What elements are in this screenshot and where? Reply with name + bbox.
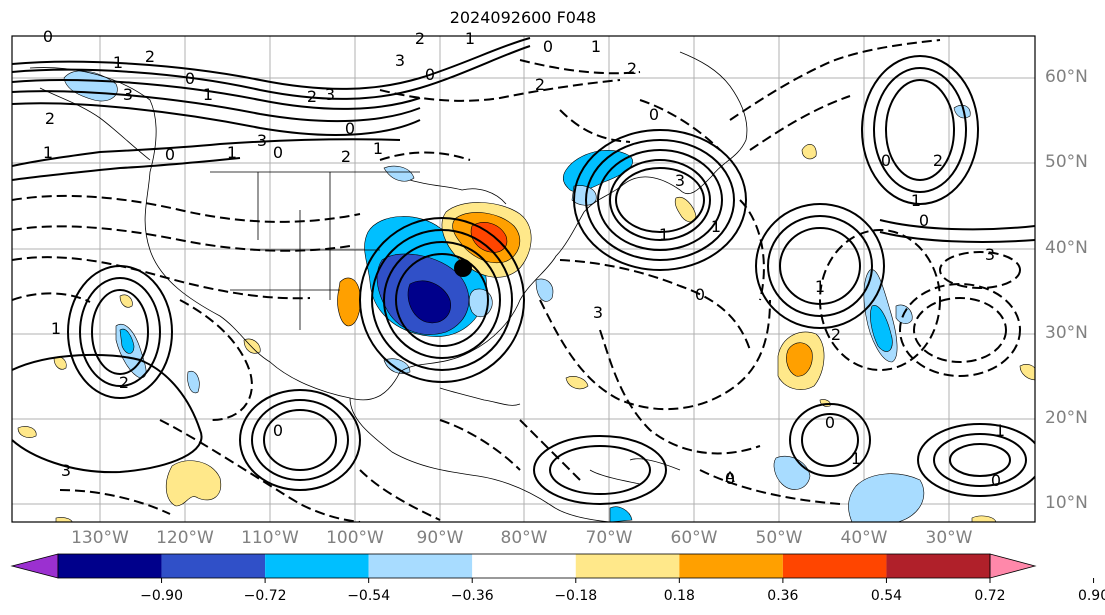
contour-label: 0 bbox=[425, 65, 435, 84]
contour-label: 0 bbox=[919, 211, 929, 230]
contour-label: 1 bbox=[995, 421, 1005, 440]
contour-label: 1 bbox=[591, 37, 601, 56]
latitude-label: 30°N bbox=[1045, 323, 1088, 343]
colorbar-segment bbox=[886, 554, 990, 578]
contour-label: 1 bbox=[911, 191, 921, 210]
longitude-label: 50°W bbox=[755, 528, 803, 548]
colorbar-segment bbox=[265, 554, 369, 578]
contour-label: 0 bbox=[185, 69, 195, 88]
longitude-label: 130°W bbox=[71, 528, 129, 548]
contour-label: 2 bbox=[341, 147, 351, 166]
contour-label: 0 bbox=[825, 413, 835, 432]
colorbar-segment bbox=[472, 554, 576, 578]
contour-label: 3 bbox=[985, 245, 995, 264]
longitude-label: 80°W bbox=[500, 528, 548, 548]
colorbar-tick-label: 0.72 bbox=[974, 588, 1006, 604]
colorbar-outline bbox=[57, 553, 991, 579]
colorbar bbox=[10, 553, 1095, 583]
contour-label: 1 bbox=[815, 277, 825, 296]
shaded-anomalies bbox=[17, 70, 1035, 522]
storm-center-marker bbox=[454, 259, 472, 277]
contour-label: 2 bbox=[415, 29, 425, 48]
colorbar-tick-label: 0.90 bbox=[1077, 588, 1105, 604]
contour-label: 1 bbox=[43, 143, 53, 162]
longitude-label: 110°W bbox=[241, 528, 299, 548]
contour-label: 1 bbox=[711, 217, 721, 236]
contour-label: 0 bbox=[543, 37, 553, 56]
longitude-label: 70°W bbox=[585, 528, 633, 548]
longitude-label: 100°W bbox=[326, 528, 384, 548]
contour-label: 1 bbox=[51, 319, 61, 338]
contour-label: 0 bbox=[991, 471, 1001, 490]
contour-label: 2 bbox=[535, 75, 545, 94]
contour-label: 0 bbox=[695, 285, 705, 304]
contour-label: 1 bbox=[851, 449, 861, 468]
colorbar-tick-label: −0.54 bbox=[347, 588, 391, 604]
colorbar-tick-label: 0.18 bbox=[663, 588, 695, 604]
map-title: 2024092600 F048 bbox=[449, 8, 597, 27]
contour-label: 2 bbox=[45, 109, 55, 128]
contour-label: 1 bbox=[659, 225, 669, 244]
colorbar-segment bbox=[58, 554, 162, 578]
contour-label: 1 bbox=[113, 53, 123, 72]
contour-label: 1 bbox=[203, 85, 213, 104]
contour-label: 3 bbox=[61, 461, 71, 480]
longitude-label: 30°W bbox=[925, 528, 973, 548]
contour-label: 3 bbox=[325, 85, 335, 104]
contour-label: 3 bbox=[395, 51, 405, 70]
colorbar-tick-label: −0.36 bbox=[450, 588, 494, 604]
contour-label: 0 bbox=[881, 151, 891, 170]
colorbar-tick-label: 0.36 bbox=[767, 588, 799, 604]
colorbar-segment bbox=[679, 554, 783, 578]
colorbar-segment bbox=[161, 554, 266, 578]
colorbar-tick-label: −0.90 bbox=[140, 588, 183, 604]
colorbar-segment bbox=[575, 554, 680, 578]
contour-label: 3 bbox=[257, 131, 267, 150]
positive-contours bbox=[12, 37, 1035, 505]
contour-label: 2 bbox=[119, 373, 129, 392]
contour-label: 0 bbox=[649, 105, 659, 124]
colorbar-extend-low bbox=[10, 553, 59, 579]
latitude-label: 20°N bbox=[1045, 408, 1088, 428]
contour-label: 1 bbox=[465, 29, 475, 48]
contour-label: 0 bbox=[345, 119, 355, 138]
map-frame bbox=[11, 35, 1036, 523]
longitude-label: 60°W bbox=[670, 528, 718, 548]
colorbar-segment bbox=[368, 554, 473, 578]
contour-label: 1 bbox=[227, 143, 237, 162]
contour-label: 3 bbox=[593, 303, 603, 322]
colorbar-tick-label: 0.54 bbox=[870, 588, 903, 604]
longitude-label: 90°W bbox=[416, 528, 464, 548]
graticule bbox=[12, 36, 1035, 522]
contour-label: 0 bbox=[273, 143, 283, 162]
contour-label: 3 bbox=[675, 171, 685, 190]
contour-label: 2 bbox=[933, 151, 943, 170]
contour-label: 2 bbox=[145, 47, 155, 66]
latitude-label: 50°N bbox=[1045, 152, 1088, 172]
colorbar-segment bbox=[782, 554, 887, 578]
marker-zero-label: 0 bbox=[725, 469, 735, 488]
latitude-label: 60°N bbox=[1045, 67, 1088, 87]
contour-label: 3 bbox=[123, 85, 133, 104]
contour-label: 2 bbox=[307, 87, 317, 106]
marker-a-label: A bbox=[725, 470, 735, 486]
longitude-label: 120°W bbox=[156, 528, 214, 548]
contour-label: 2 bbox=[627, 59, 637, 78]
latitude-label: 10°N bbox=[1045, 493, 1088, 513]
colorbar-extend-high bbox=[989, 553, 1037, 579]
contour-label: 1 bbox=[373, 139, 383, 158]
contour-label: 0 bbox=[273, 421, 283, 440]
negative-contours bbox=[12, 39, 1021, 522]
contour-label: 2 bbox=[831, 325, 841, 344]
longitude-label: 40°W bbox=[840, 528, 888, 548]
latitude-label: 40°N bbox=[1045, 238, 1088, 258]
colorbar-tick-label: −0.72 bbox=[243, 588, 287, 604]
colorbar-tick-label: −0.18 bbox=[554, 588, 598, 604]
contour-label: 0 bbox=[165, 145, 175, 164]
